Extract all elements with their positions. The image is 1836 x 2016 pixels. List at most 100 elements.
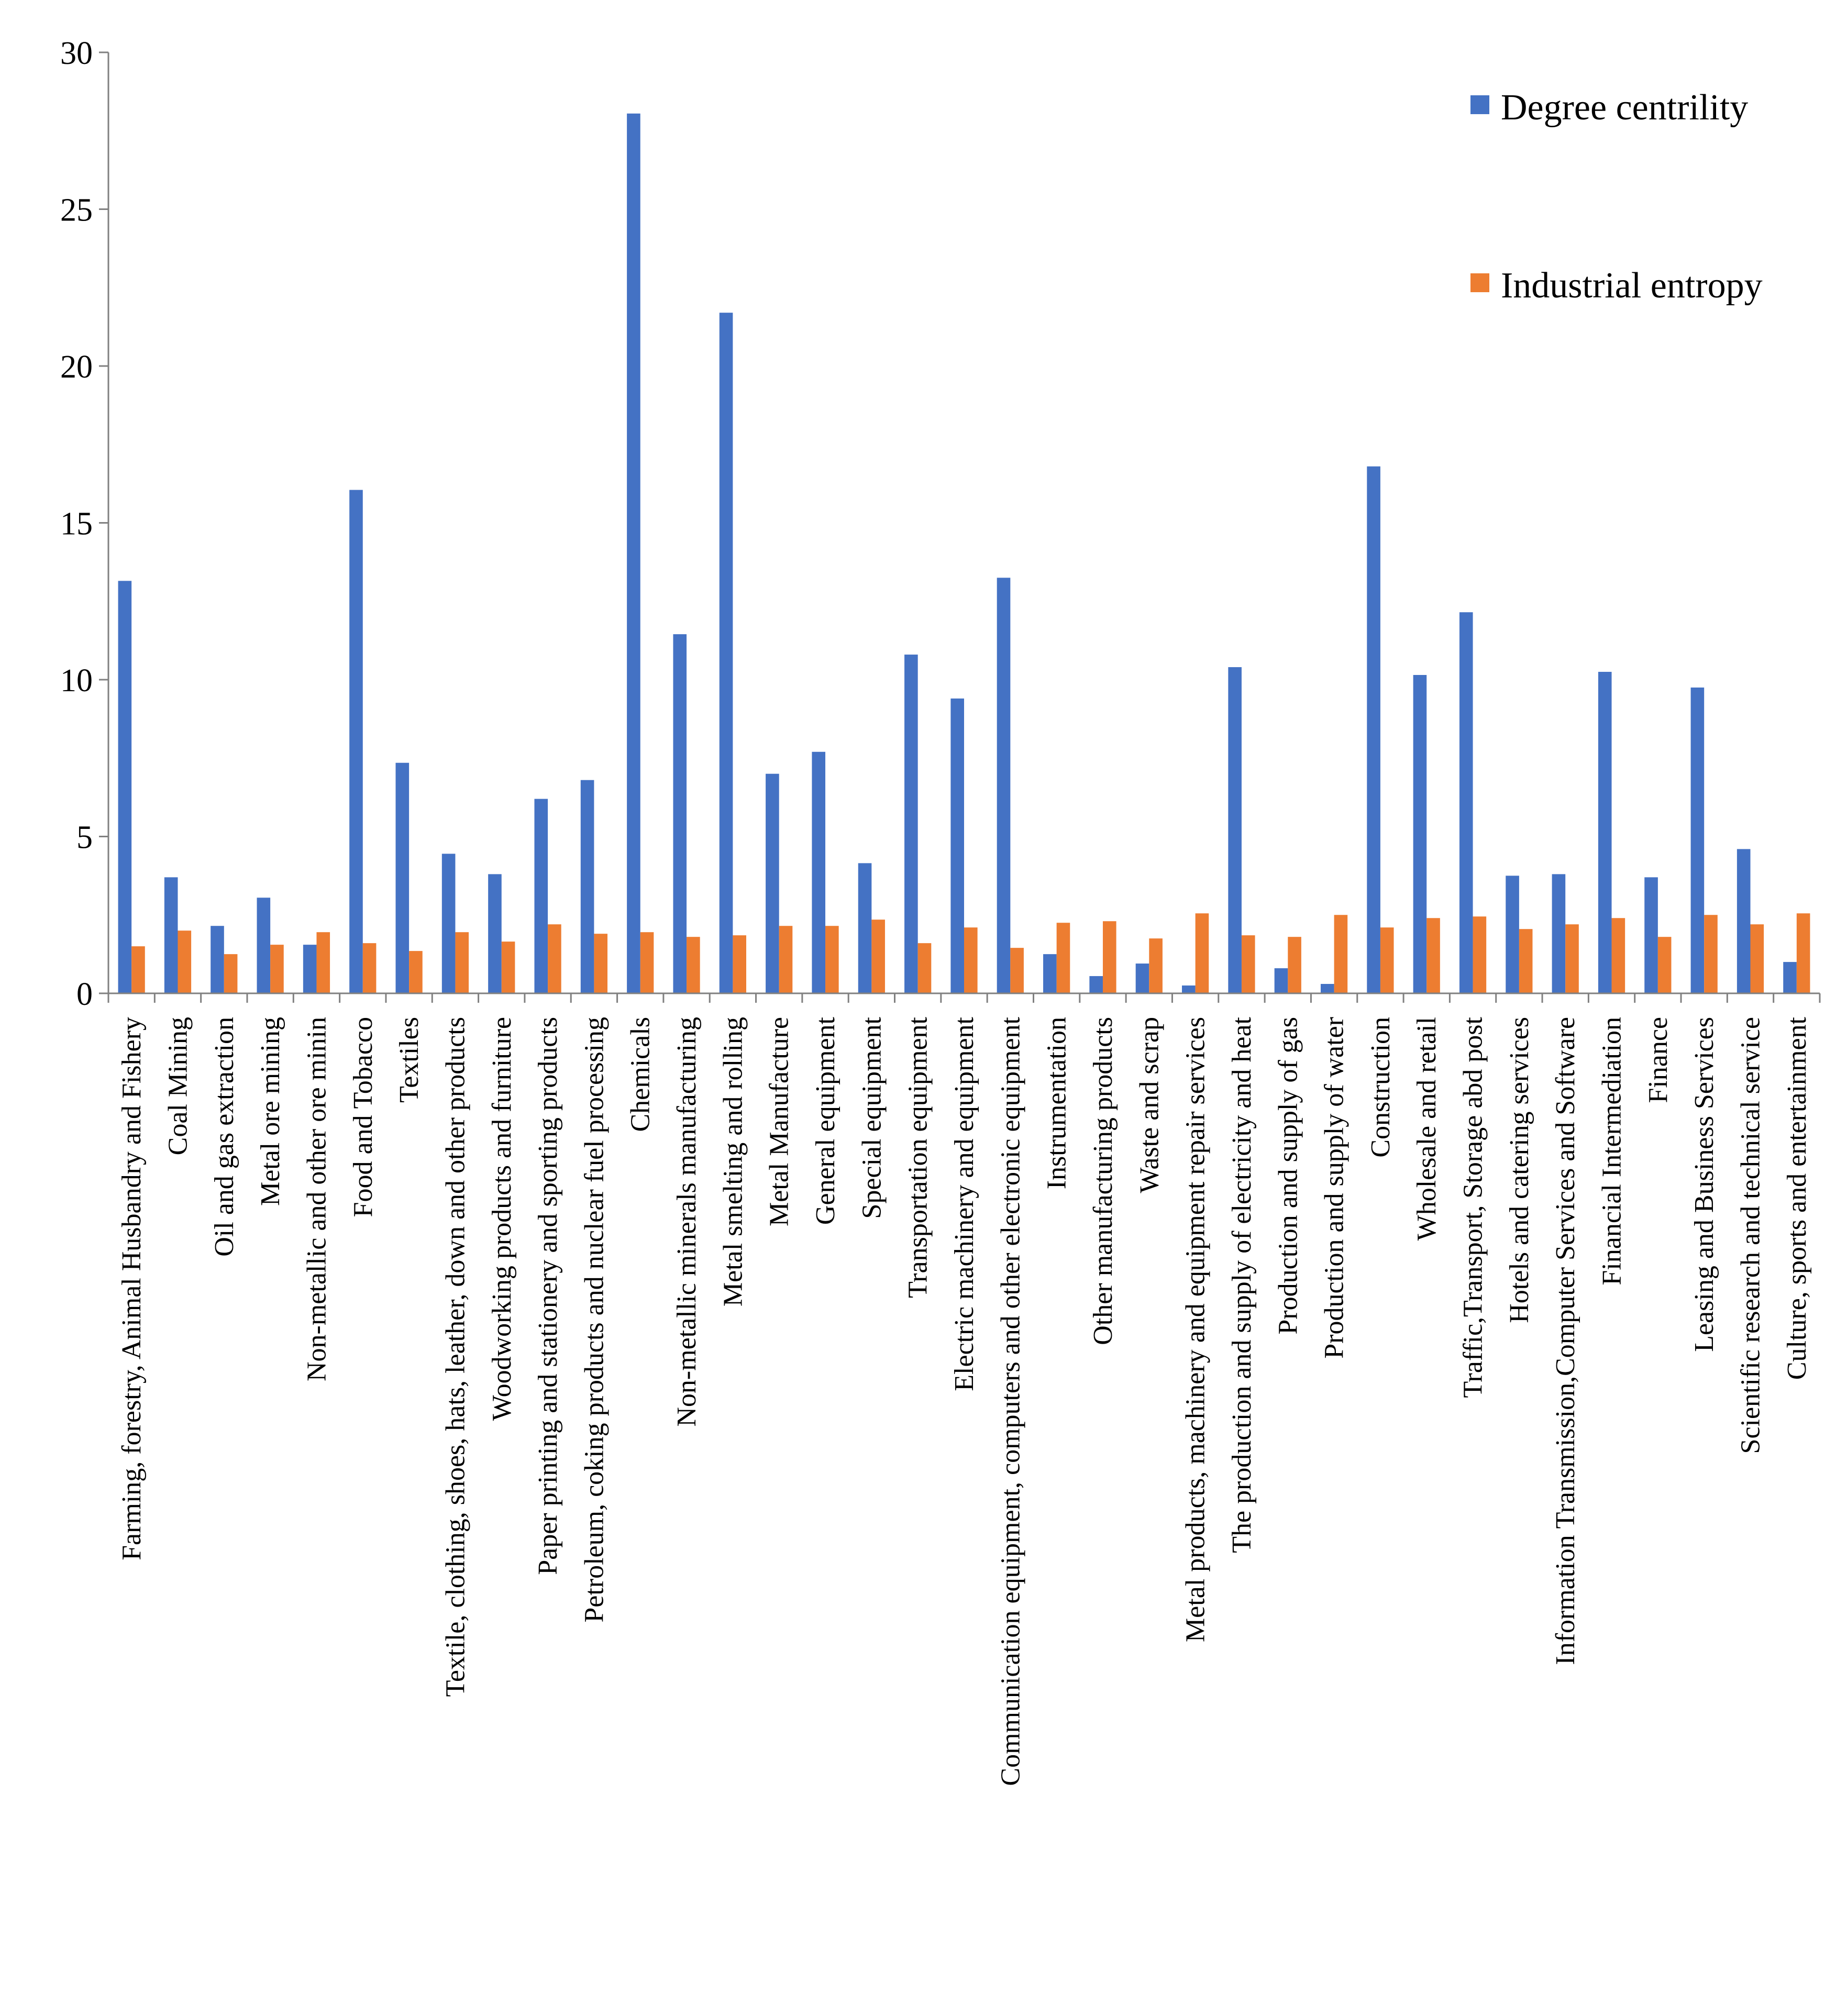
bar-degree-centrility bbox=[257, 898, 271, 993]
bar-industrial-entropy bbox=[1380, 927, 1394, 993]
bar-degree-centrility bbox=[1506, 876, 1519, 994]
x-tick-label: Production and supply of gas bbox=[1273, 1017, 1303, 1335]
x-tick-label: Construction bbox=[1366, 1017, 1396, 1158]
bar-industrial-entropy bbox=[548, 924, 561, 993]
bar-industrial-entropy bbox=[1102, 921, 1116, 993]
x-tick-label: Metal Manufacture bbox=[765, 1017, 794, 1226]
bar-industrial-entropy bbox=[594, 934, 608, 993]
x-tick-label: Wholesale and retail bbox=[1412, 1017, 1442, 1240]
y-tick-label: 15 bbox=[60, 506, 93, 542]
bar-industrial-entropy bbox=[1056, 923, 1070, 993]
bar-degree-centrility bbox=[1552, 874, 1566, 993]
bars bbox=[118, 113, 1810, 994]
x-tick-label: Communication equipment, computers and o… bbox=[996, 1016, 1025, 1786]
x-tick-label: Chemicals bbox=[626, 1017, 656, 1132]
bar-industrial-entropy bbox=[316, 932, 330, 993]
x-tick-label: Non-metallic minerals manufacturing bbox=[672, 1017, 702, 1427]
x-tick-label: Metal smelting and rolling bbox=[718, 1017, 748, 1306]
bar-industrial-entropy bbox=[1704, 915, 1718, 993]
bar-industrial-entropy bbox=[455, 932, 469, 993]
bar-industrial-entropy bbox=[964, 927, 978, 993]
bar-industrial-entropy bbox=[1334, 915, 1348, 993]
bar-degree-centrility bbox=[1043, 954, 1057, 994]
bar-degree-centrility bbox=[904, 655, 918, 993]
x-tick-label: Petroleum, coking products and nuclear f… bbox=[579, 1017, 609, 1623]
x-tick-label: Metal products, machinery and equipment … bbox=[1181, 1017, 1211, 1642]
bar-degree-centrility bbox=[673, 634, 687, 993]
x-tick-label: General equipment bbox=[811, 1016, 840, 1225]
legend: Degree centrility Industrial entropy bbox=[1470, 87, 1763, 306]
bar-degree-centrility bbox=[211, 926, 224, 993]
bar-industrial-entropy bbox=[1288, 937, 1301, 993]
x-tick-label: Coal Mining bbox=[163, 1017, 193, 1155]
bar-industrial-entropy bbox=[825, 926, 839, 993]
x-tick-label: Financial Intermediation bbox=[1597, 1017, 1627, 1286]
x-tick-label: Hotels and catering services bbox=[1505, 1017, 1534, 1323]
bar-degree-centrility bbox=[1459, 612, 1473, 993]
bar-industrial-entropy bbox=[1611, 918, 1625, 993]
bar-degree-centrility bbox=[812, 751, 826, 993]
x-tick-label: Leasing and Business Services bbox=[1689, 1017, 1719, 1352]
x-tick-label: Textile, clothing, shoes, hats, leather,… bbox=[440, 1017, 470, 1697]
legend-label-degree-centrility: Degree centrility bbox=[1501, 87, 1748, 128]
y-tick-label: 0 bbox=[76, 977, 93, 1012]
x-tick-label: Information Transmission,Computer Servic… bbox=[1551, 1017, 1580, 1665]
bar-degree-centrility bbox=[488, 874, 502, 993]
bar-industrial-entropy bbox=[270, 945, 284, 993]
bar-degree-centrility bbox=[1135, 963, 1149, 993]
bar-degree-centrility bbox=[1367, 466, 1380, 993]
bar-degree-centrility bbox=[1228, 667, 1242, 993]
bar-degree-centrility bbox=[1413, 675, 1427, 993]
bar-degree-centrility bbox=[1690, 687, 1705, 993]
bar-degree-centrility bbox=[118, 581, 132, 993]
bar-degree-centrility bbox=[441, 854, 456, 993]
x-tick-label: Metal ore mining bbox=[256, 1017, 285, 1206]
x-tick-label: Electric machinery and equipment bbox=[949, 1016, 979, 1391]
bar-degree-centrility bbox=[1182, 985, 1196, 993]
bar-industrial-entropy bbox=[1657, 937, 1672, 993]
x-tick-label: Finance bbox=[1643, 1017, 1673, 1103]
bar-industrial-entropy bbox=[687, 937, 700, 993]
bar-industrial-entropy bbox=[1195, 913, 1209, 993]
bar-industrial-entropy bbox=[871, 920, 885, 993]
bar-degree-centrility bbox=[580, 780, 594, 993]
bar-industrial-entropy bbox=[409, 951, 423, 993]
y-tick-label: 25 bbox=[60, 193, 93, 228]
bar-degree-centrility bbox=[1320, 984, 1334, 993]
y-tick-label: 30 bbox=[60, 36, 93, 71]
bar-industrial-entropy bbox=[733, 935, 746, 993]
bar-industrial-entropy bbox=[1473, 916, 1487, 993]
x-tick-label: Transportation equipment bbox=[903, 1016, 933, 1298]
bar-industrial-entropy bbox=[1796, 913, 1810, 993]
x-axis bbox=[107, 992, 1821, 1003]
bar-degree-centrility bbox=[1783, 962, 1797, 993]
bar-industrial-entropy bbox=[224, 954, 238, 994]
x-tick-label: Paper printing and stationery and sporti… bbox=[533, 1017, 563, 1575]
bar-degree-centrility bbox=[395, 762, 410, 993]
bar-degree-centrility bbox=[766, 773, 779, 993]
y-tick-label: 5 bbox=[76, 820, 93, 856]
bar-degree-centrility bbox=[950, 698, 964, 993]
bar-industrial-entropy bbox=[501, 941, 515, 993]
x-tick-label: Waste and scrap bbox=[1134, 1017, 1164, 1193]
bar-industrial-entropy bbox=[362, 943, 377, 993]
bar-degree-centrility bbox=[997, 578, 1011, 993]
bar-industrial-entropy bbox=[1519, 929, 1533, 993]
x-tick-label: The production and supply of electricity… bbox=[1227, 1016, 1257, 1553]
bar-degree-centrility bbox=[719, 313, 733, 994]
x-tick-label: Scientific research and technical servic… bbox=[1736, 1017, 1766, 1454]
bar-industrial-entropy bbox=[1565, 924, 1579, 993]
x-tick-label: Culture, sports and entertainment bbox=[1782, 1016, 1812, 1380]
legend-label-industrial-entropy: Industrial entropy bbox=[1501, 265, 1763, 306]
bar-industrial-entropy bbox=[779, 926, 793, 993]
category-labels: Farming, forestry, Animal Husbandry and … bbox=[117, 1016, 1812, 1786]
bar-degree-centrility bbox=[1089, 976, 1103, 993]
bar-industrial-entropy bbox=[1241, 935, 1255, 993]
x-tick-label: Production and supply of water bbox=[1320, 1017, 1350, 1359]
x-tick-label: Food and Tobacco bbox=[348, 1017, 378, 1217]
bar-degree-centrility bbox=[303, 945, 317, 993]
bar-industrial-entropy bbox=[640, 932, 654, 993]
y-tick-label: 20 bbox=[60, 349, 93, 385]
x-tick-label: Special equipment bbox=[857, 1016, 887, 1219]
bar-degree-centrility bbox=[534, 799, 548, 993]
